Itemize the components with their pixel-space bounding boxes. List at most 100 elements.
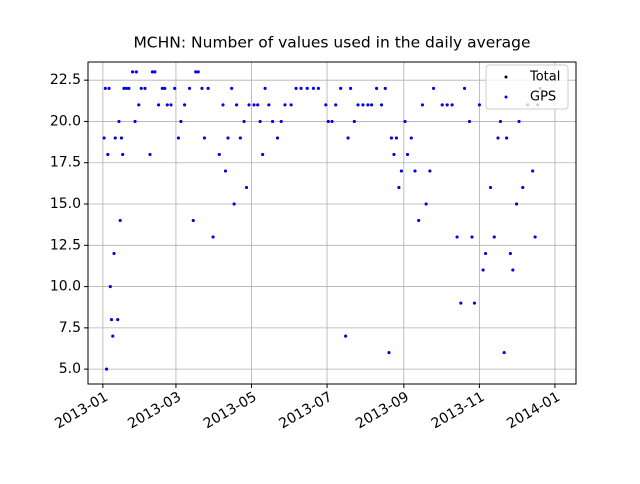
point <box>316 86 320 90</box>
point <box>134 70 138 74</box>
point <box>531 169 535 173</box>
point <box>202 136 206 140</box>
point <box>387 351 391 355</box>
legend-marker <box>504 95 508 99</box>
point <box>111 334 115 338</box>
point <box>413 169 417 173</box>
point <box>417 219 421 223</box>
plot-frame <box>87 61 577 385</box>
point <box>467 119 471 123</box>
point <box>470 235 474 239</box>
point <box>533 235 537 239</box>
x-tick-label: 2014-01 <box>504 389 563 432</box>
x-tick-label: 2013-11 <box>429 389 488 432</box>
point <box>463 86 467 90</box>
point <box>102 136 106 140</box>
point <box>173 86 177 90</box>
point <box>122 86 126 90</box>
y-tick-label: 12.5 <box>50 237 81 253</box>
point <box>117 119 121 123</box>
x-tick-label: 2013-01 <box>52 389 111 432</box>
point <box>271 119 275 123</box>
point <box>148 152 152 156</box>
point <box>455 235 459 239</box>
point <box>420 103 424 107</box>
point <box>194 70 198 74</box>
point <box>124 86 128 90</box>
point <box>245 185 249 189</box>
point <box>235 103 239 107</box>
point <box>256 103 260 107</box>
point <box>311 86 315 90</box>
point <box>276 136 280 140</box>
point <box>459 301 463 305</box>
point <box>200 86 204 90</box>
x-tick-label: 2013-05 <box>201 389 260 432</box>
point <box>330 119 334 123</box>
x-tick-label: 2013-09 <box>353 389 412 432</box>
point <box>150 70 154 74</box>
point <box>112 252 116 256</box>
point <box>116 318 120 322</box>
point <box>179 119 183 123</box>
point <box>157 103 161 107</box>
point <box>137 103 141 107</box>
point <box>289 103 293 107</box>
point <box>505 136 509 140</box>
point <box>334 103 338 107</box>
point <box>326 119 330 123</box>
point <box>389 136 393 140</box>
point <box>252 103 256 107</box>
point <box>188 86 192 90</box>
point <box>440 103 444 107</box>
point <box>346 136 350 140</box>
point <box>472 301 476 305</box>
point <box>450 103 454 107</box>
y-tick-label: 10.0 <box>50 279 81 295</box>
point <box>397 185 401 189</box>
point <box>113 136 117 140</box>
point <box>305 86 309 90</box>
point <box>191 219 195 223</box>
point <box>183 103 187 107</box>
point <box>399 169 403 173</box>
point <box>324 103 328 107</box>
point <box>105 367 109 371</box>
chart-title: MCHN: Number of values used in the daily… <box>133 34 530 52</box>
point <box>118 219 122 223</box>
point <box>521 185 525 189</box>
y-tick-label: 22.5 <box>50 72 81 88</box>
point <box>139 86 143 90</box>
point <box>258 119 262 123</box>
point <box>409 136 413 140</box>
point <box>242 119 246 123</box>
point <box>169 103 173 107</box>
point <box>232 202 236 206</box>
point <box>176 136 180 140</box>
point <box>339 86 343 90</box>
point <box>515 202 519 206</box>
point <box>230 86 234 90</box>
point <box>226 136 230 140</box>
point <box>508 252 512 256</box>
point <box>484 252 488 256</box>
point <box>294 86 298 90</box>
point <box>349 86 353 90</box>
point <box>517 119 521 123</box>
point <box>380 103 384 107</box>
point <box>383 86 387 90</box>
point <box>165 103 169 107</box>
point <box>163 86 167 90</box>
point <box>133 119 137 123</box>
point <box>394 136 398 140</box>
point <box>221 103 225 107</box>
point <box>489 185 493 189</box>
y-tick-label: 5.0 <box>59 361 81 377</box>
point <box>366 103 370 107</box>
point <box>110 318 114 322</box>
point <box>211 235 215 239</box>
point <box>247 103 251 107</box>
point <box>477 103 481 107</box>
legend-label: GPS <box>530 90 556 105</box>
